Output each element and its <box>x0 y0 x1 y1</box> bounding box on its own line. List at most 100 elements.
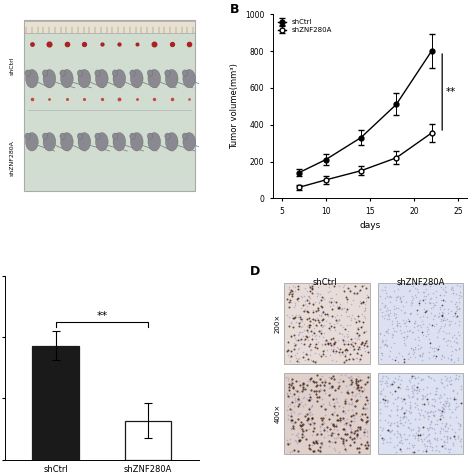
Point <box>445 402 452 410</box>
Point <box>338 348 346 356</box>
Point <box>349 411 357 419</box>
Point <box>326 425 334 432</box>
Point <box>383 438 391 446</box>
Point <box>339 377 347 385</box>
Point <box>341 446 349 453</box>
Point <box>341 399 349 407</box>
Ellipse shape <box>77 133 83 139</box>
Point <box>289 419 297 427</box>
Point <box>348 338 356 346</box>
Point <box>397 433 404 440</box>
Point <box>336 417 343 424</box>
Point <box>381 294 389 302</box>
Point <box>409 443 416 451</box>
Point <box>352 409 359 416</box>
Point <box>437 322 445 329</box>
Ellipse shape <box>112 70 118 76</box>
Point <box>323 339 330 347</box>
Point <box>396 384 404 392</box>
Point <box>415 424 423 432</box>
Point <box>294 434 301 441</box>
Point <box>344 295 351 303</box>
Point <box>348 388 356 395</box>
Point <box>296 436 304 444</box>
Point <box>283 439 291 447</box>
Point <box>450 395 458 403</box>
Point <box>284 392 292 400</box>
Point <box>358 416 365 424</box>
Point <box>446 413 454 421</box>
Point <box>310 378 318 385</box>
Point <box>286 439 293 447</box>
Point <box>439 316 447 324</box>
Point <box>318 313 325 320</box>
Point <box>348 391 356 398</box>
Point <box>333 302 340 310</box>
Point <box>436 291 444 299</box>
Point <box>401 408 408 416</box>
Point <box>364 348 372 356</box>
Point <box>440 432 447 440</box>
Point <box>288 291 295 298</box>
Point <box>312 321 319 328</box>
Point <box>362 328 370 335</box>
Point <box>287 332 295 339</box>
Point <box>284 415 292 422</box>
Point <box>362 420 370 428</box>
Point <box>394 305 401 312</box>
Point <box>436 427 444 435</box>
Point <box>335 379 343 386</box>
Point <box>440 391 448 398</box>
Text: B: B <box>230 3 239 16</box>
Point <box>325 415 333 422</box>
Point <box>303 302 310 310</box>
Point <box>318 324 325 331</box>
Point <box>396 293 404 301</box>
Point <box>411 343 419 351</box>
Point <box>291 334 299 342</box>
Point <box>402 385 410 393</box>
Point <box>283 296 291 303</box>
Point <box>361 304 369 311</box>
Point <box>390 310 398 317</box>
Point <box>437 318 445 325</box>
Point <box>287 288 294 296</box>
Point <box>349 338 356 346</box>
Point <box>292 386 299 394</box>
Point <box>325 299 333 306</box>
Point <box>292 318 300 326</box>
Point <box>341 428 349 435</box>
Point <box>378 349 385 356</box>
Point <box>417 435 425 443</box>
Point <box>315 350 322 358</box>
Point <box>355 346 362 353</box>
Point <box>353 329 360 337</box>
Point <box>301 301 309 308</box>
Point <box>449 287 457 294</box>
Point <box>360 428 367 436</box>
Point <box>331 408 338 415</box>
Point <box>347 412 355 420</box>
Point <box>427 442 434 450</box>
Point <box>289 289 297 297</box>
Point <box>308 402 316 410</box>
Point <box>294 447 302 455</box>
Ellipse shape <box>165 133 178 151</box>
Point <box>358 282 365 290</box>
Point <box>444 427 451 434</box>
Point <box>292 351 299 358</box>
Point <box>391 374 398 382</box>
Point <box>400 309 408 317</box>
Point <box>333 416 341 424</box>
Point <box>294 282 302 290</box>
Point <box>433 346 440 353</box>
Point <box>305 396 312 403</box>
Point <box>285 283 292 291</box>
Point <box>380 341 388 349</box>
Point <box>296 424 304 431</box>
Point <box>292 399 299 406</box>
Point <box>450 337 458 345</box>
Point <box>440 354 448 361</box>
Point <box>412 386 420 393</box>
Point <box>299 301 307 309</box>
